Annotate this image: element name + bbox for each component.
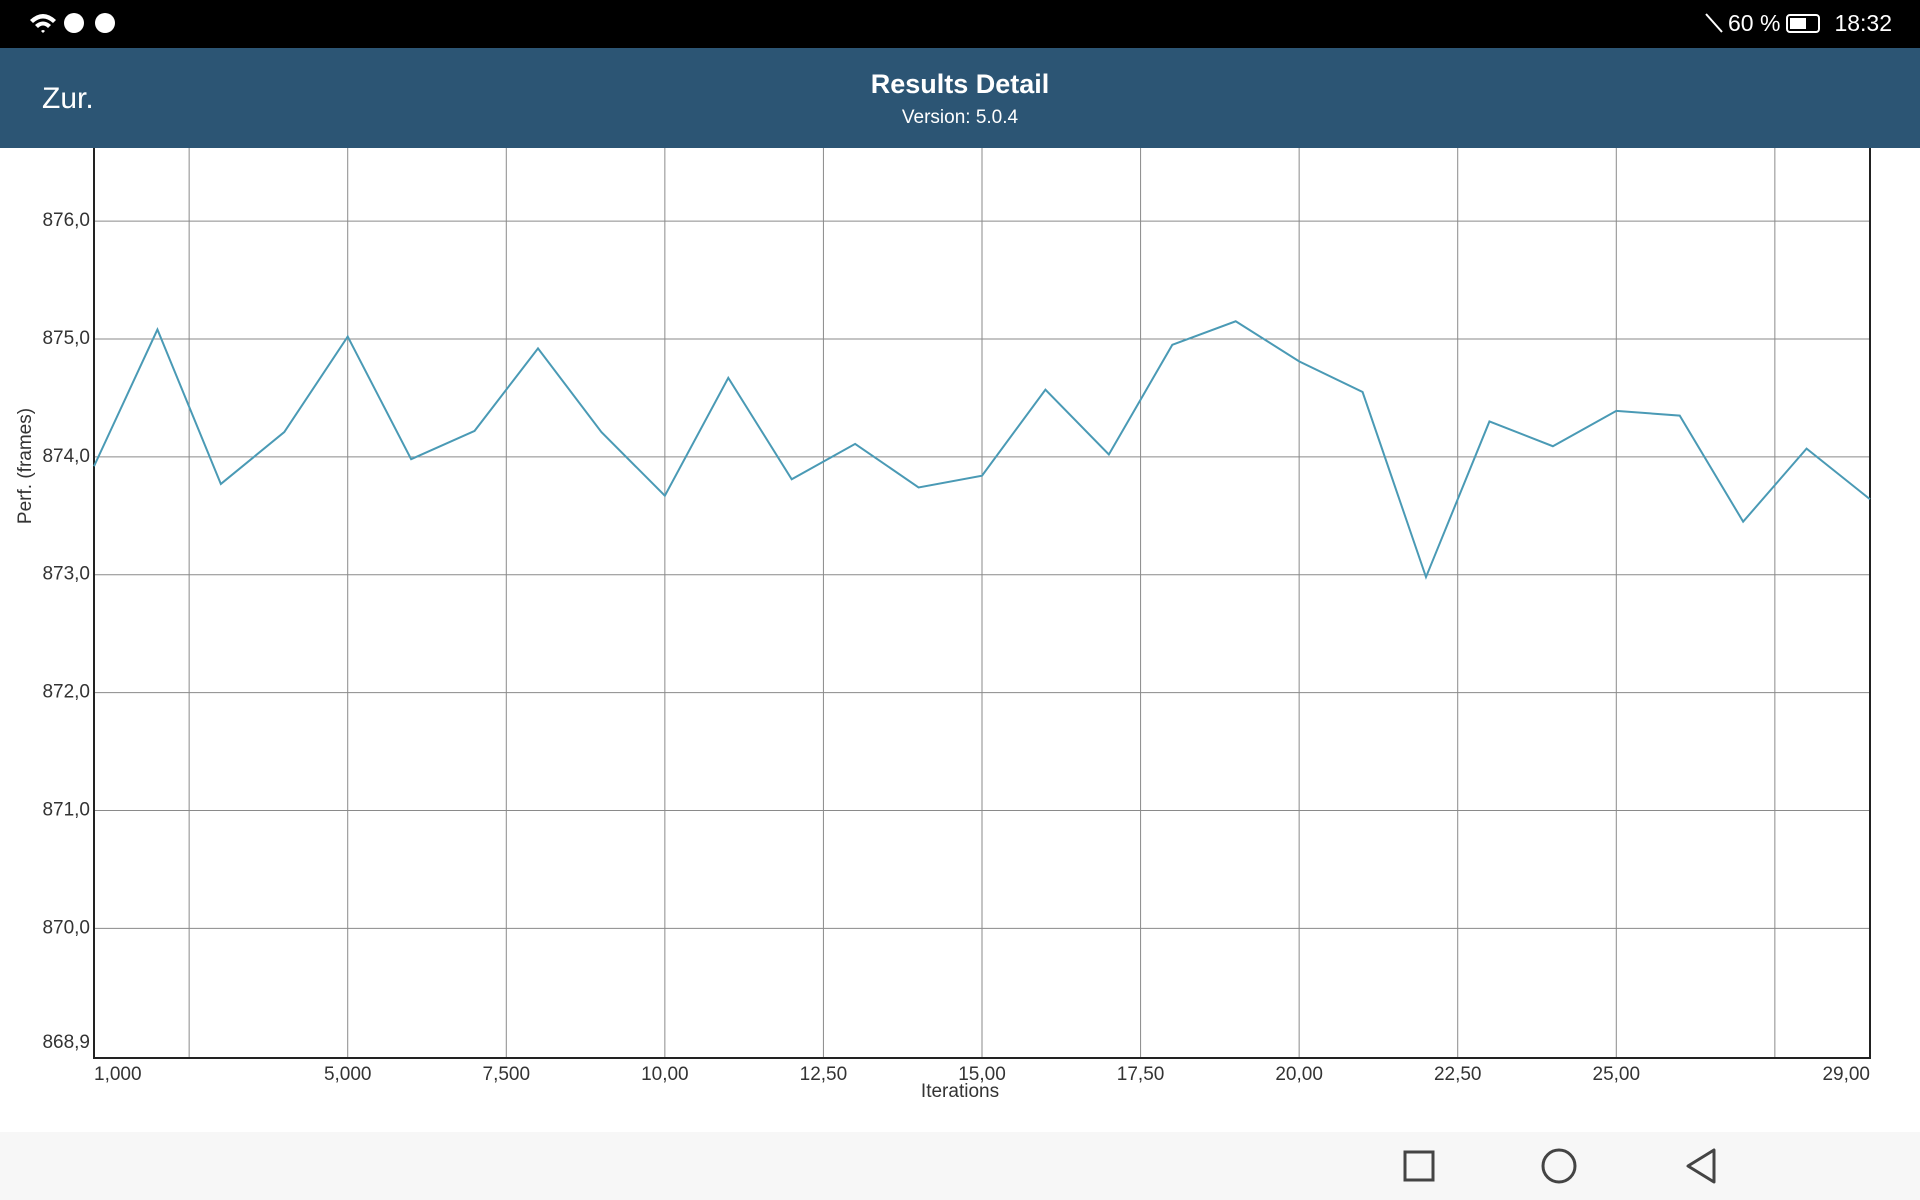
header-title: Results Detail [871, 69, 1050, 99]
x-tick-label: 29,00 [1822, 1064, 1870, 1085]
x-tick-label: 22,50 [1434, 1064, 1482, 1085]
y-tick-label: 875,0 [42, 328, 90, 349]
battery-icon [1786, 14, 1820, 33]
x-axis-label: Iterations [921, 1081, 999, 1102]
check-icon [64, 13, 84, 33]
data-line [93, 320, 1871, 580]
status-bar [0, 0, 1920, 48]
x-tick-label: 20,00 [1275, 1064, 1323, 1085]
x-tick-label: 5,000 [324, 1064, 372, 1085]
battery-level [1790, 18, 1806, 29]
y-axis-label: Perf. (frames) [15, 408, 36, 524]
y-tick-label: 868,9 [42, 1032, 90, 1053]
nav-bar [0, 1132, 1920, 1200]
status-icons [30, 13, 1820, 33]
back-nav-button[interactable] [1686, 1148, 1716, 1184]
clock: 18:32 [1834, 10, 1892, 36]
y-tick-label: 872,0 [42, 682, 90, 703]
y-tick-label: 870,0 [42, 917, 90, 938]
x-tick-label: 12,50 [800, 1064, 848, 1085]
x-tick-label: 25,00 [1593, 1064, 1641, 1085]
wifi-icon [30, 14, 56, 33]
mute-icon [1705, 13, 1723, 33]
x-tick-label: 15,00 [958, 1064, 1006, 1085]
y-tick-label: 874,0 [42, 446, 90, 467]
y-tick-label: 876,0 [42, 210, 90, 231]
y-tick-label: 871,0 [42, 799, 90, 820]
home-button[interactable] [1541, 1148, 1577, 1184]
plot-frame [93, 148, 1871, 1059]
x-tick-label: 10,00 [641, 1064, 689, 1085]
header-subtitle: Version: 5.0.4 [902, 107, 1019, 128]
browser-icon [95, 13, 115, 33]
x-tick-label: 7,500 [483, 1064, 531, 1085]
chart: 868,9 870,0 871,0 872,0 873,0 874,0 875,0 876,0… [42, 148, 1871, 1085]
battery-text: 60 % [1728, 10, 1780, 36]
app-header [0, 48, 1920, 148]
y-tick-label: 873,0 [42, 564, 90, 585]
recents-button[interactable] [1403, 1150, 1435, 1182]
back-button[interactable]: Zur. [42, 82, 94, 115]
x-tick-label: 1,000 [94, 1064, 142, 1085]
x-tick-label: 17,50 [1117, 1064, 1165, 1085]
